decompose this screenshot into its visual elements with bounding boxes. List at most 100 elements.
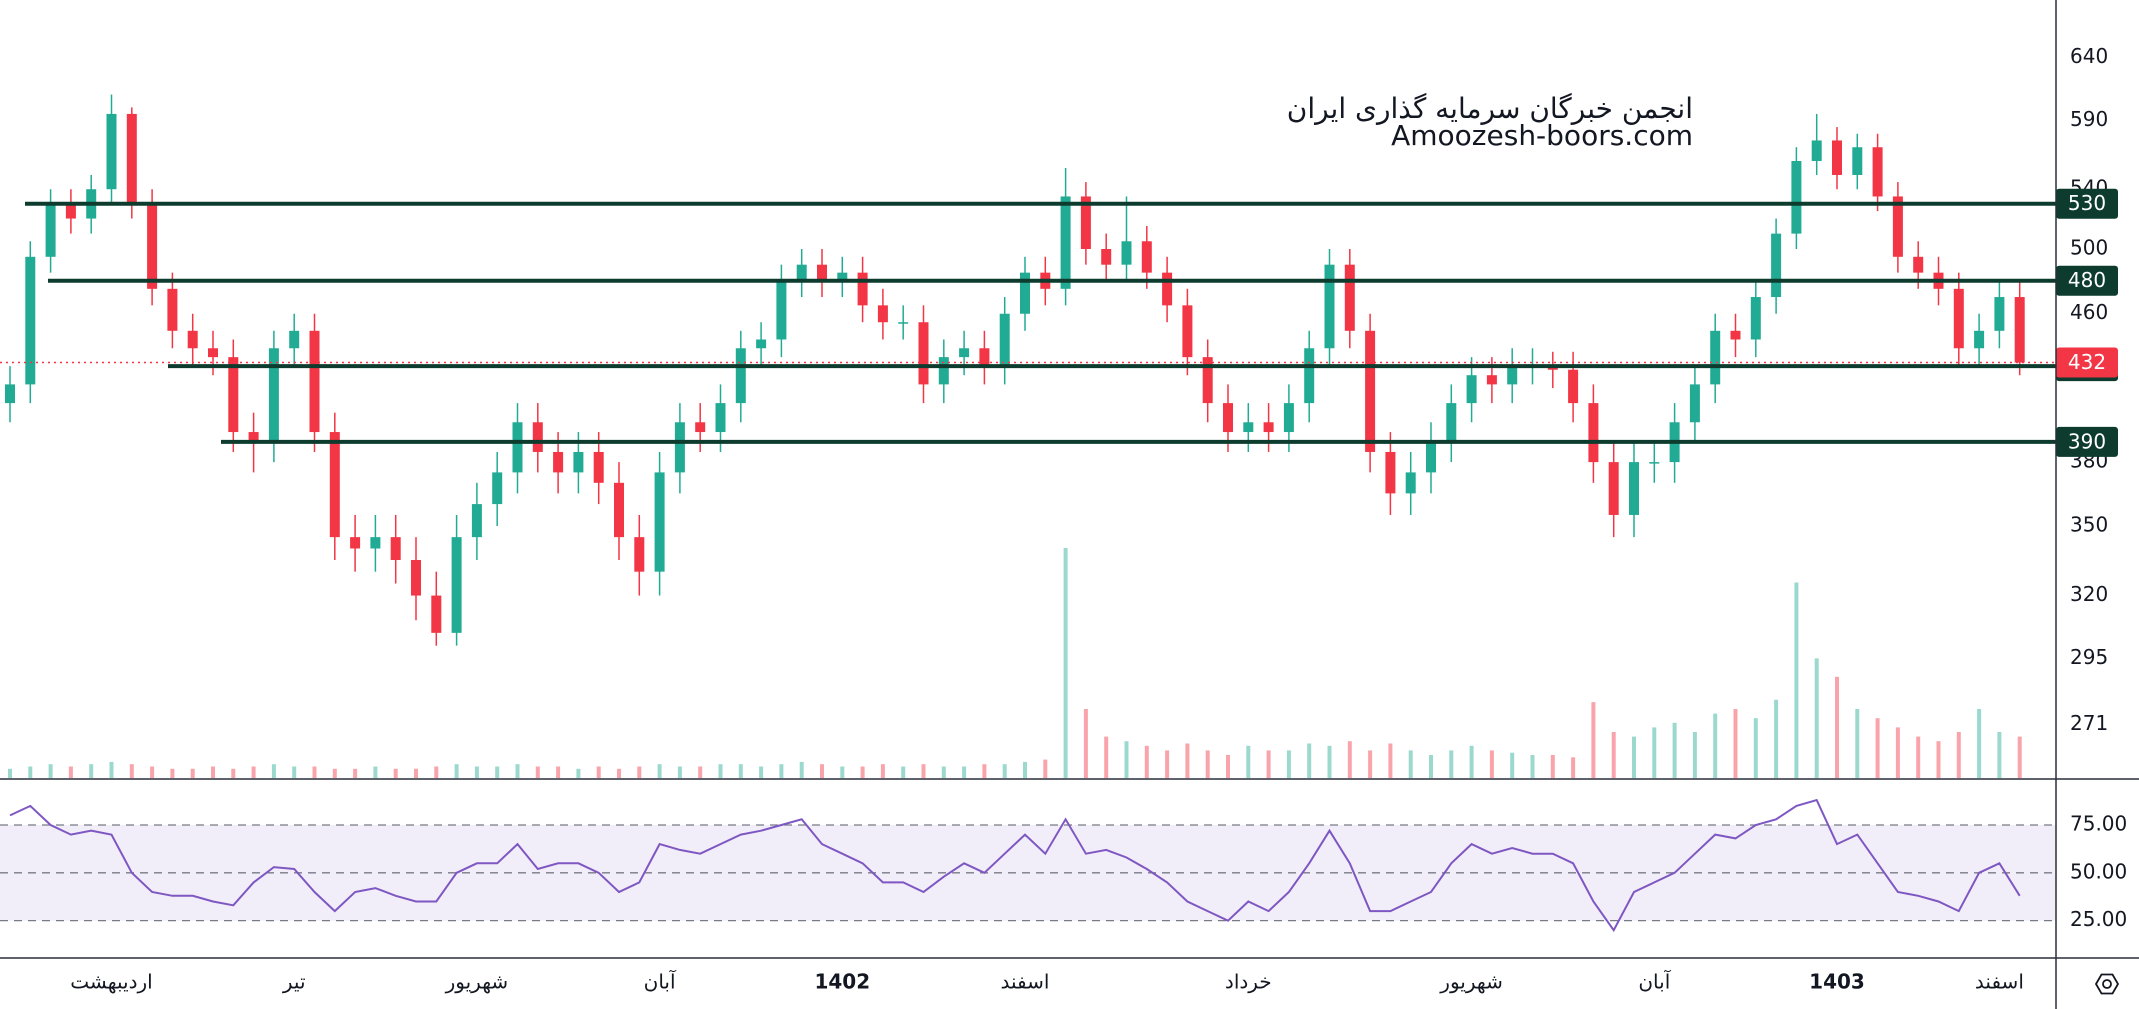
candle-body [471, 504, 482, 538]
volume-bar [1185, 743, 1190, 778]
volume-bar [1753, 718, 1758, 778]
candle-body [289, 330, 300, 349]
volume-bar [1814, 658, 1819, 778]
candle-body [1872, 147, 1883, 197]
candle-body [431, 595, 442, 633]
volume-bar [28, 766, 33, 778]
volume-bar [1550, 755, 1555, 778]
candle-body [492, 472, 503, 505]
y-tick-label: 320 [2070, 582, 2108, 606]
candle-body [837, 272, 848, 281]
candle-body [756, 339, 767, 349]
volume-bar [1043, 759, 1048, 778]
candle-body [1913, 256, 1924, 273]
volume-bar [1368, 750, 1373, 778]
candle-body [1811, 140, 1822, 161]
volume-bar [596, 766, 601, 778]
volume-bar [1632, 736, 1636, 778]
volume-bar [495, 766, 500, 778]
volume-bar [1266, 750, 1271, 778]
candle-body [553, 451, 564, 473]
volume-bar [1104, 736, 1109, 778]
volume-bar [1692, 732, 1697, 778]
volume-bar [474, 766, 479, 778]
volume-bar [1307, 743, 1312, 778]
volume-bar [1226, 755, 1230, 778]
candle-body [1080, 196, 1091, 249]
x-tick-label: 1403 [1809, 970, 1865, 994]
candle-body [979, 348, 990, 367]
candle-body [857, 272, 868, 306]
volume-bar [840, 766, 845, 778]
candle-body [2014, 297, 2025, 363]
volume-bar [515, 764, 520, 778]
candle-body [1243, 422, 1254, 433]
volume-bar [292, 766, 297, 778]
volume-bar [1327, 745, 1332, 778]
volume-bar [312, 766, 317, 778]
candle-body [918, 322, 929, 385]
volume-bar [1489, 750, 1494, 778]
volume-bar [799, 761, 804, 778]
candle-body [1344, 264, 1355, 331]
volume-bar [150, 766, 155, 778]
candle-body [1649, 462, 1660, 464]
volume-bar [698, 766, 703, 778]
candle-body [167, 288, 178, 331]
rsi-pane: 75.00 50.00 25.00 [0, 798, 2127, 933]
candle-body [309, 330, 320, 433]
volume-bar [880, 764, 885, 778]
volume-bar [1875, 718, 1880, 778]
candle-body [532, 422, 543, 452]
y-tick-label: 500 [2070, 235, 2108, 259]
volume-bar [982, 764, 987, 778]
volume-bar [962, 766, 967, 778]
volume-bar [48, 764, 53, 778]
candle-body [796, 264, 807, 281]
volume-bar [820, 764, 824, 778]
volume-bar [1023, 761, 1027, 778]
volume-bar [637, 766, 642, 778]
volume-bar [1063, 548, 1068, 778]
candle-body [1832, 140, 1842, 175]
volume-bar [1429, 755, 1433, 778]
x-tick-label: شهریور [445, 970, 509, 994]
volume-bar [1835, 676, 1839, 778]
volume-bar [170, 768, 175, 778]
candle-body [1365, 330, 1376, 452]
volume-bar [1246, 745, 1251, 778]
settings-icon[interactable] [2094, 973, 2120, 995]
volume-bar [1286, 750, 1291, 778]
volume-bar [1916, 736, 1921, 778]
volume-bar [1794, 582, 1799, 778]
candle-body [634, 537, 645, 572]
candle-body [674, 422, 685, 473]
candle-body [614, 482, 624, 538]
volume-bar [211, 766, 215, 778]
volume-bar [1997, 732, 2002, 778]
volume-bar [1469, 745, 1474, 778]
x-tick-label: اسفند [1975, 970, 2024, 994]
icon-dot [2102, 979, 2112, 989]
volume-bar [556, 766, 561, 778]
candle-body [1324, 264, 1335, 349]
volume-bar [617, 768, 621, 778]
level-label: 480 [2068, 268, 2106, 292]
candle-body [1020, 272, 1030, 314]
x-tick-label: آبان [644, 969, 677, 994]
volume-bar [1611, 732, 1616, 778]
volume-bar [1895, 727, 1900, 778]
volume-bar [1449, 750, 1454, 778]
volume-bar [1205, 750, 1210, 778]
volume-bar [271, 764, 276, 778]
volume-bar [129, 764, 134, 778]
volume-bar [1124, 741, 1129, 778]
volume-bar [1388, 743, 1393, 778]
candle-body [208, 348, 218, 358]
x-tick-label: 1402 [814, 970, 870, 994]
volume-bar [921, 764, 926, 778]
volume-bar [941, 766, 946, 778]
candle-body [1994, 297, 2005, 331]
icon-hexagon [2094, 973, 2120, 995]
